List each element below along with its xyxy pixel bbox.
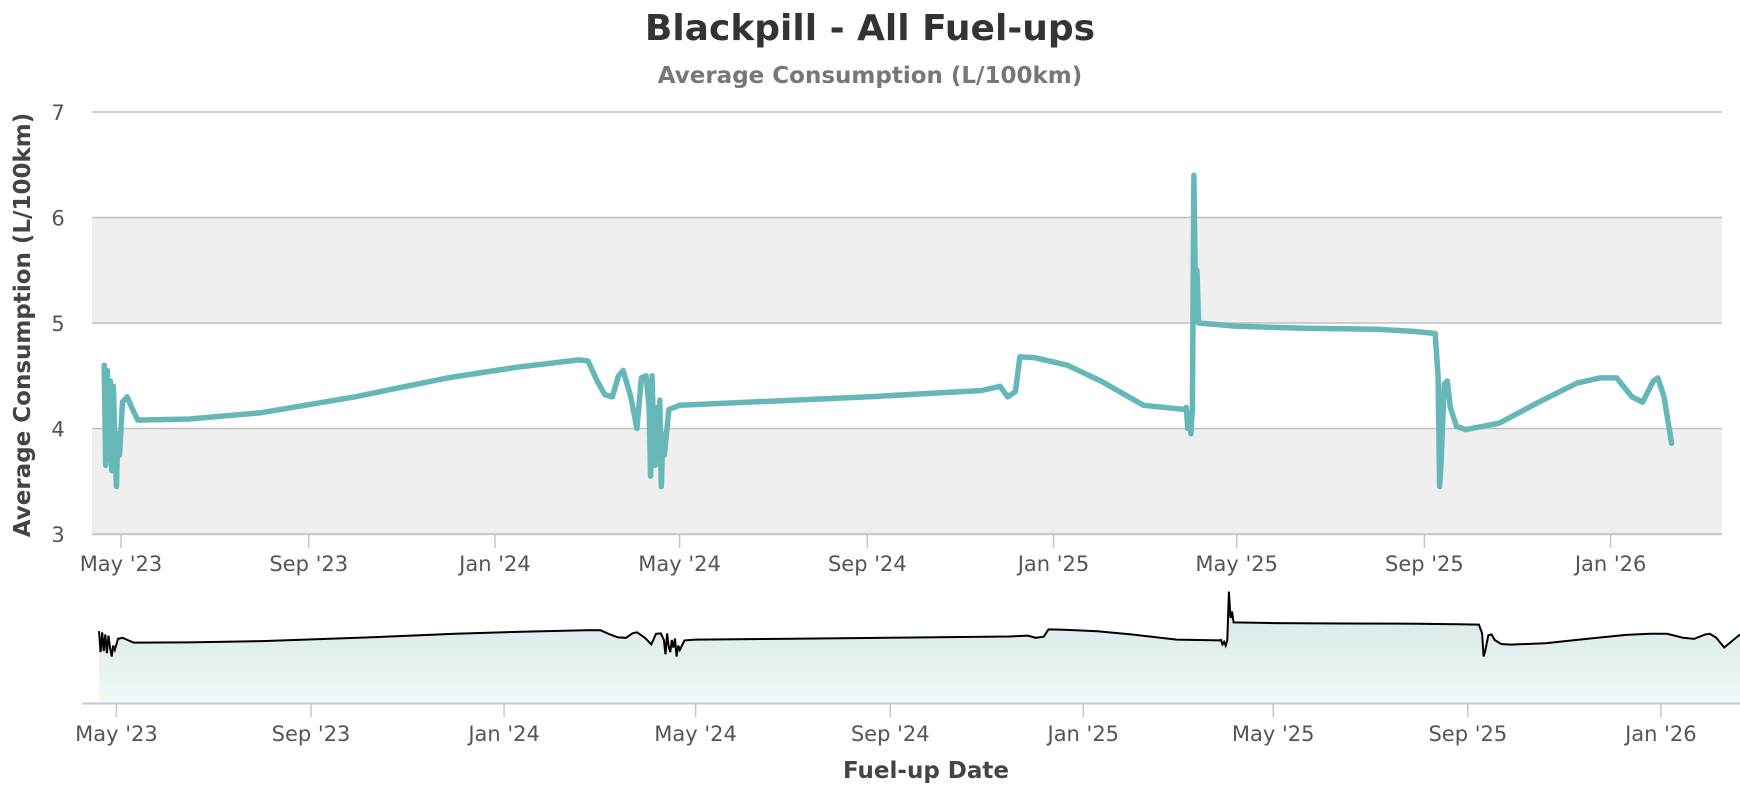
y-tick-label: 4 [51, 418, 64, 442]
chart-subtitle: Average Consumption (L/100km) [658, 63, 1082, 89]
x-tick-label: May '23 [80, 552, 163, 576]
navigator-tick-label: Sep '25 [1428, 722, 1507, 746]
series-line [101, 172, 1675, 490]
navigator-line [98, 591, 1740, 657]
y-axis-ticks: 3 4 5 6 7 [51, 101, 64, 547]
navigator-tick-label: Jan '26 [1623, 722, 1697, 746]
navigator-tick-label: Sep '24 [851, 722, 930, 746]
y-tick-label: 6 [51, 207, 64, 231]
x-tick-label: Sep '25 [1385, 552, 1464, 576]
navigator-x-axis-title: Fuel-up Date [843, 758, 1009, 784]
plot-band-1 [92, 217, 1722, 323]
navigator-tick-label: May '24 [654, 722, 737, 746]
navigator-tick-label: May '23 [75, 722, 158, 746]
x-tick-label: Jan '26 [1573, 552, 1647, 576]
x-tick-label: Jan '24 [457, 552, 531, 576]
x-axis: May '23 Sep '23 Jan '24 May '24 Sep '24 Jan '… [80, 533, 1722, 576]
x-tick-label: Sep '24 [828, 552, 907, 576]
navigator-area [99, 591, 1740, 703]
x-tick-label: May '25 [1195, 552, 1278, 576]
navigator-tick-label: Jan '25 [1046, 722, 1120, 746]
chart-title: Blackpill - All Fuel-ups [645, 8, 1095, 49]
navigator-tick-label: May '25 [1232, 722, 1315, 746]
y-tick-label: 7 [51, 101, 64, 125]
x-tick-label: May '24 [638, 552, 721, 576]
navigator-x-axis: May '23 Sep '23 Jan '24 May '24 Sep '24 Jan '… [75, 702, 1740, 746]
navigator[interactable] [98, 591, 1740, 703]
main-series [101, 172, 1675, 490]
plot-band-0 [92, 428, 1722, 534]
y-tick-label: 3 [51, 523, 64, 547]
y-tick-label: 5 [51, 312, 64, 336]
x-tick-label: Sep '23 [269, 552, 348, 576]
plot-bands [92, 217, 1722, 534]
navigator-tick-label: Jan '24 [466, 722, 540, 746]
x-tick-label: Jan '25 [1016, 552, 1090, 576]
navigator-tick-label: Sep '23 [272, 722, 351, 746]
y-axis-title: Average Consumption (L/100km) [10, 113, 36, 537]
